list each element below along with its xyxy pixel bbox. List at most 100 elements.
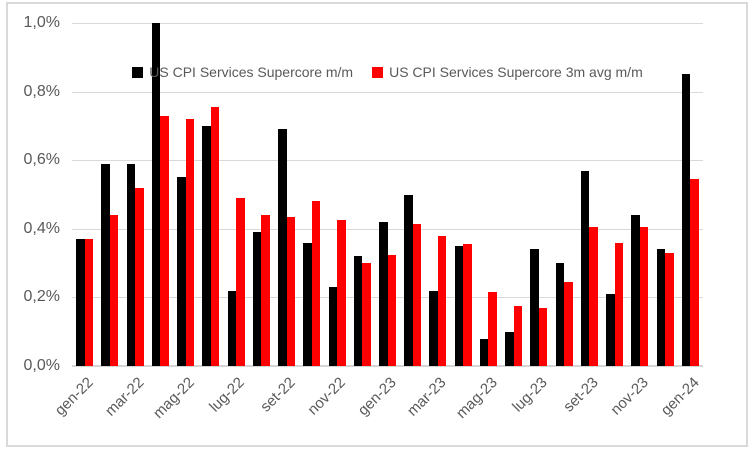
x-tick-mag-23: mag-23 (452, 374, 501, 422)
bar-3m-avg-mar-23 (437, 235, 447, 366)
y-tick-0-4: 0,4% (23, 219, 60, 237)
y-tick-0-8: 0,8% (23, 82, 60, 100)
bar-3m-avg-ago-23 (564, 281, 573, 366)
x-tick-nov-23: nov-23 (607, 374, 652, 419)
bar-group-apr-23 (454, 244, 472, 366)
x-tick-gen-22: gen-22 (51, 374, 97, 420)
plot-area (72, 23, 703, 367)
bar-mm-apr-22 (151, 23, 161, 366)
bar-3m-avg-apr-23 (463, 244, 472, 366)
bar-mm-set-22 (278, 129, 287, 366)
bar-mm-giu-23 (505, 331, 514, 366)
bar-mm-lug-23 (530, 249, 539, 366)
legend-swatch-black-square-icon (132, 66, 144, 78)
bar-mm-giu-22 (202, 125, 211, 366)
bar-mm-mar-23 (429, 290, 438, 366)
bar-group-lug-23 (530, 249, 548, 366)
bar-3m-avg-dic-22 (362, 263, 371, 366)
bar-3m-avg-giu-23 (513, 305, 523, 366)
legend-label-supercore-3m-avg: US CPI Services Supercore 3m avg m/m (389, 64, 643, 80)
y-tick-0-0: 0,0% (23, 357, 60, 374)
x-tick-gen-24: gen-24 (657, 374, 703, 420)
bar-3m-avg-set-22 (286, 216, 296, 366)
bar-3m-avg-lug-22 (236, 197, 245, 366)
bar-3m-avg-dic-23 (665, 252, 674, 366)
legend-swatch-red-square-icon (372, 66, 384, 78)
bar-3m-avg-feb-23 (412, 223, 422, 366)
x-tick-mar-23: mar-23 (404, 374, 450, 420)
bar-group-gen-23 (379, 221, 396, 366)
bar-3m-avg-giu-22 (210, 107, 220, 366)
bar-3m-avg-set-23 (589, 227, 598, 366)
bar-mm-mag-23 (479, 338, 489, 366)
bar-mm-dic-23 (656, 249, 666, 366)
bar-group-lug-22 (227, 197, 245, 366)
bar-mm-gen-22 (76, 239, 85, 366)
bar-3m-avg-mar-22 (135, 187, 144, 366)
bar-group-giu-23 (505, 305, 523, 366)
gridline-0-8 (72, 92, 703, 93)
gridline-1-0 (72, 23, 703, 24)
bar-group-mag-23 (479, 292, 497, 366)
x-tick-nov-22: nov-22 (304, 374, 350, 419)
bar-group-gen-22 (76, 239, 94, 366)
legend-item-supercore-3m-avg: US CPI Services Supercore 3m avg m/m (372, 64, 643, 80)
bar-mm-lug-22 (227, 290, 237, 366)
bar-group-ott-23 (606, 242, 624, 366)
bar-mm-feb-22 (101, 163, 110, 366)
bar-group-ago-22 (252, 215, 270, 366)
bar-mm-nov-23 (631, 215, 640, 366)
bar-mm-nov-22 (328, 287, 338, 366)
bar-mm-gen-23 (379, 221, 388, 366)
bar-group-dic-23 (656, 249, 674, 366)
gridline-0-4 (72, 229, 703, 230)
gridline-0-6 (72, 160, 703, 161)
bar-3m-avg-nov-22 (337, 220, 346, 366)
y-tick-0-6: 0,6% (23, 151, 60, 169)
bar-3m-avg-gen-22 (84, 239, 94, 366)
bar-3m-avg-gen-24 (690, 179, 699, 366)
bar-3m-avg-mag-22 (185, 119, 195, 366)
bar-3m-avg-mag-23 (488, 292, 497, 366)
bar-group-set-22 (278, 129, 296, 366)
bar-mm-ott-22 (303, 242, 312, 366)
x-tick-mag-22: mag-22 (149, 374, 198, 422)
x-axis-line (72, 365, 703, 367)
bar-mm-apr-23 (454, 245, 464, 366)
bar-group-ago-23 (555, 263, 573, 366)
bar-3m-avg-lug-23 (538, 307, 548, 366)
bar-mm-ott-23 (606, 293, 615, 366)
bar-group-mag-22 (177, 119, 195, 366)
bar-3m-avg-gen-23 (387, 254, 396, 366)
bar-mm-gen-24 (681, 74, 691, 366)
legend-item-supercore-mm: US CPI Services Supercore m/m (132, 64, 353, 80)
bar-mm-ago-22 (252, 232, 262, 366)
bar-3m-avg-ott-22 (311, 201, 321, 366)
legend-label-supercore-mm: US CPI Services Supercore m/m (149, 64, 354, 80)
bar-mm-set-23 (580, 170, 590, 366)
bar-group-apr-22 (151, 23, 169, 366)
x-tick-gen-23: gen-23 (354, 374, 400, 420)
bar-mm-mar-22 (126, 163, 136, 366)
bar-3m-avg-ott-23 (614, 242, 624, 366)
bar-3m-avg-ago-22 (261, 215, 270, 366)
y-tick-1-0: 1,0% (23, 14, 60, 31)
bar-group-mar-22 (126, 163, 144, 366)
y-tick-0-2: 0,2% (23, 288, 60, 306)
x-tick-set-22: set-22 (257, 374, 299, 416)
bar-group-nov-22 (328, 220, 346, 366)
bar-group-dic-22 (353, 256, 371, 366)
bar-group-set-23 (580, 170, 598, 366)
bar-group-mar-23 (429, 235, 447, 366)
bar-group-nov-23 (631, 215, 649, 366)
bar-group-giu-22 (202, 107, 220, 366)
bar-3m-avg-nov-23 (639, 227, 649, 366)
bar-group-ott-22 (303, 201, 321, 366)
bar-mm-mag-22 (177, 177, 186, 366)
bar-mm-ago-23 (555, 263, 565, 366)
bar-mm-feb-23 (404, 194, 413, 366)
x-tick-set-23: set-23 (559, 374, 602, 416)
x-tick-mar-22: mar-22 (101, 374, 148, 420)
bar-mm-dic-22 (353, 256, 363, 366)
